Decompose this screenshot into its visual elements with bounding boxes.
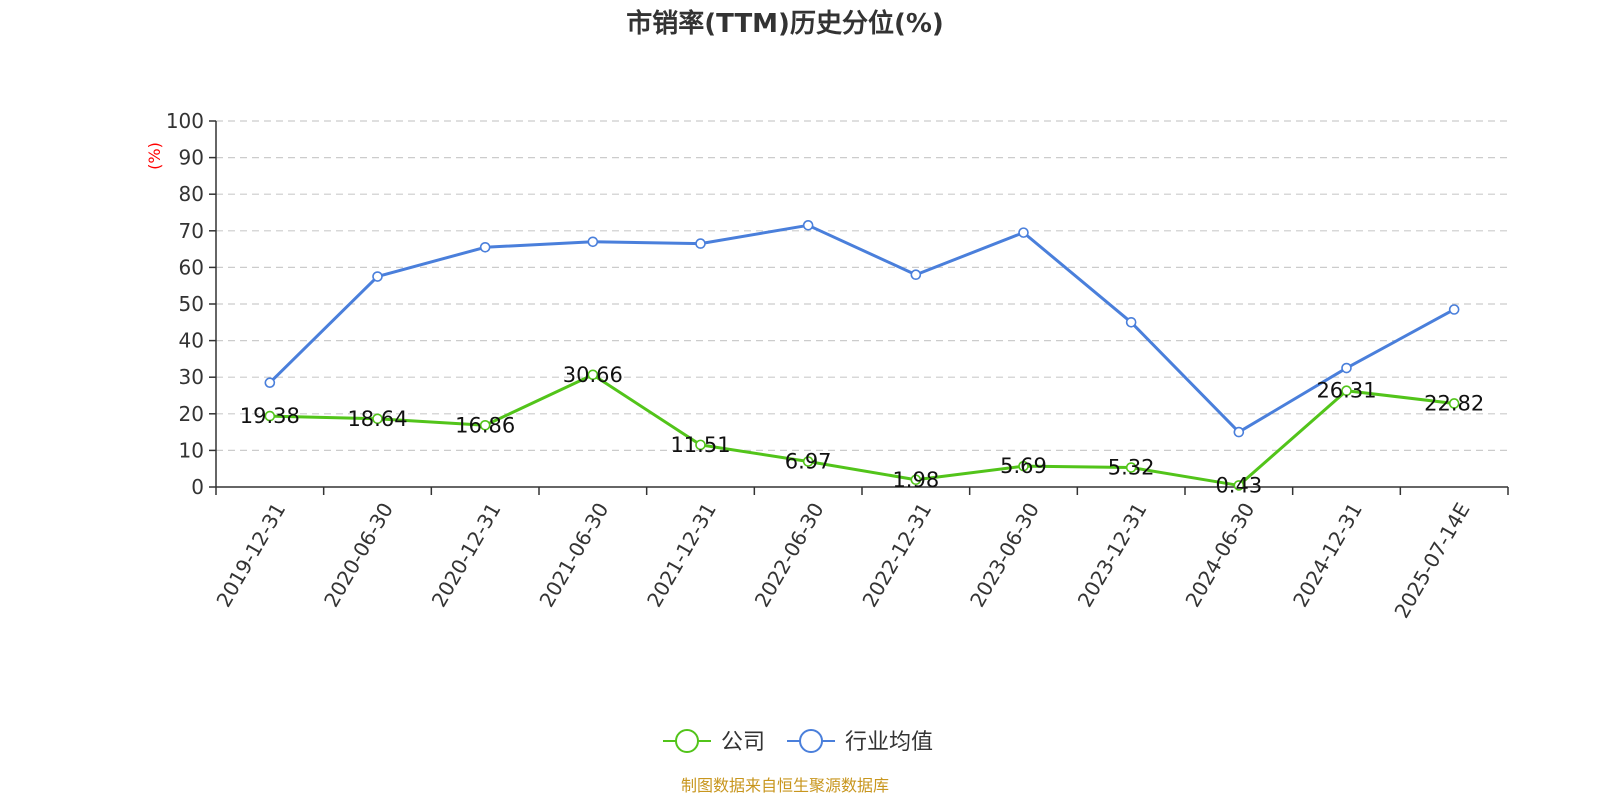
y-tick-label: 90 [179, 146, 204, 170]
data-point-0 [587, 369, 599, 381]
x-axis: 2019-12-31 2020-06-30 2020-12-31 2021-06-30… [211, 486, 1509, 623]
data-label: 30.66 [563, 363, 623, 387]
legend-label-1: 行业均值 [845, 730, 933, 755]
series-line-1 [268, 223, 1455, 434]
data-point-0 [1233, 480, 1245, 491]
grid-lines [216, 120, 1508, 451]
data-point-1 [264, 377, 276, 388]
x-tick-label: 2020-12-31 [427, 498, 506, 611]
legend-marker-1 [799, 729, 824, 753]
y-tick-label: 30 [179, 365, 204, 389]
y-tick-label: 80 [179, 182, 204, 206]
y-tick-label: 100 [166, 109, 204, 133]
data-point-0 [910, 474, 922, 486]
data-label: 16.86 [455, 413, 515, 437]
data-point-1 [1448, 304, 1460, 315]
data-point-1 [802, 220, 814, 231]
data-point-1 [695, 238, 706, 249]
data-point-1 [587, 236, 599, 248]
x-tick-label: 2022-12-31 [857, 498, 936, 611]
series-layer [264, 220, 1460, 491]
data-label: 1.98 [892, 468, 939, 492]
data-point-1 [479, 241, 491, 253]
data-labels: 19.38 18.64 16.86 30.66 11.51 6.97 1.98 5.69 5.3… [240, 363, 1484, 498]
y-tick-label: 70 [179, 219, 204, 243]
x-tick-label: 2023-12-31 [1073, 499, 1152, 612]
data-label: 0.43 [1215, 473, 1262, 497]
data-point-1 [910, 269, 922, 281]
x-tick-label: 2024-06-30 [1180, 499, 1259, 612]
x-tick-label: 2022-06-30 [750, 499, 829, 612]
data-label: 22.82 [1424, 391, 1484, 415]
x-tick-label: 2024-12-31 [1288, 499, 1367, 612]
data-point-0 [1341, 385, 1352, 397]
x-tick-label: 2019-12-31 [211, 499, 290, 612]
data-label: 19.38 [240, 404, 300, 428]
data-point-0 [1448, 398, 1460, 409]
data-label: 26.31 [1316, 379, 1376, 403]
data-point-0 [802, 456, 814, 467]
chart-title: 市销率(TTM)历史分位(%) [626, 8, 944, 39]
x-tick-label: 2021-12-31 [642, 499, 721, 612]
y-tick-label: 60 [179, 255, 204, 279]
x-tick-label: 2023-06-30 [965, 499, 1044, 612]
y-tick-label: 50 [179, 292, 204, 316]
series-line-0 [269, 373, 1455, 487]
data-point-0 [372, 413, 383, 425]
data-point-0 [479, 419, 491, 431]
data-label: 11.51 [670, 433, 730, 457]
x-tick-label: 2025-07-14E [1389, 499, 1474, 623]
data-label: 6.97 [785, 449, 832, 473]
data-point-1 [1018, 227, 1029, 238]
legend-marker-0 [675, 729, 699, 753]
data-point-0 [1125, 462, 1137, 473]
data-point-1 [1125, 316, 1137, 328]
x-tick-label: 2020-06-30 [319, 499, 398, 612]
y-tick-label: 20 [179, 402, 204, 426]
data-point-1 [1233, 426, 1245, 438]
y-tick-label: 10 [179, 438, 204, 462]
source-note: 制图数据来自恒生聚源数据库 [681, 776, 889, 795]
data-label: 5.32 [1108, 456, 1155, 480]
data-point-1 [372, 271, 383, 282]
data-label: 18.64 [347, 407, 407, 431]
data-point-1 [1341, 362, 1352, 374]
data-point-0 [695, 439, 706, 451]
y-tick-label: 40 [179, 329, 204, 353]
x-tick-label: 2021-06-30 [534, 499, 613, 612]
y-axis: 0 10 20 30 40 50 60 70 80 90 100 [166, 109, 217, 499]
legend-label-0: 公司 [721, 730, 765, 755]
y-axis-label: (%) [145, 142, 164, 170]
y-tick-label: 0 [191, 475, 204, 499]
data-label: 5.69 [1000, 454, 1047, 478]
data-point-0 [264, 410, 276, 422]
data-point-0 [1018, 460, 1029, 472]
legend: 公司 行业均值 [663, 729, 933, 755]
